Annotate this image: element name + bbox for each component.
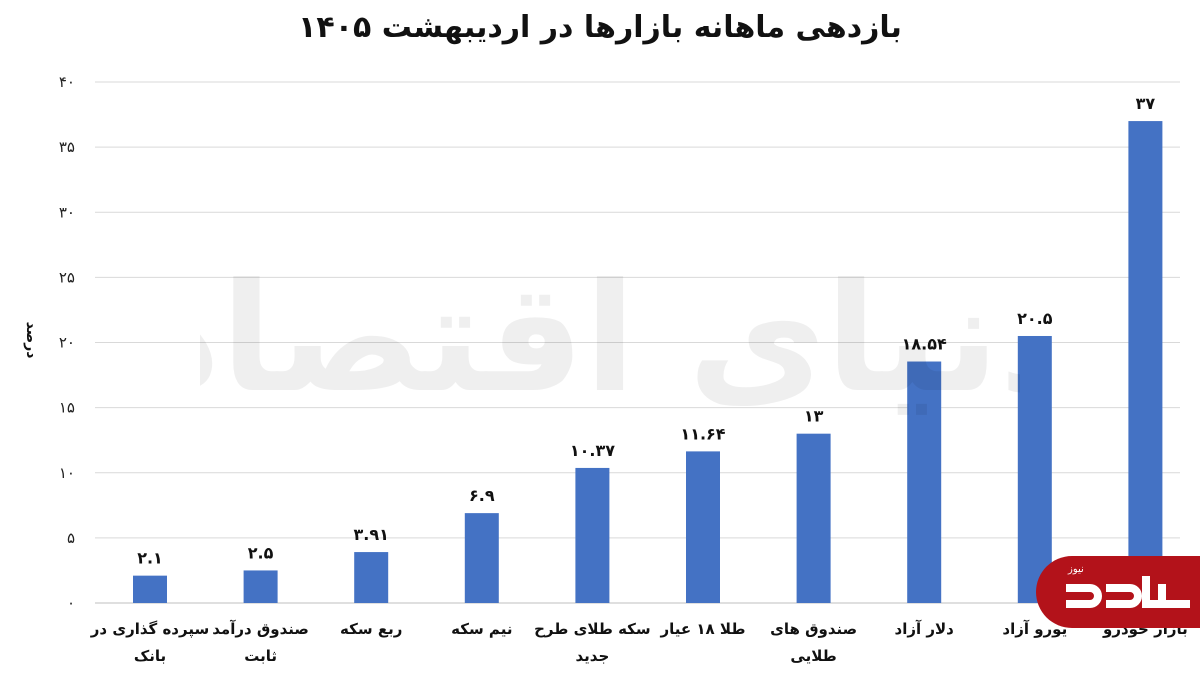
news-logo: نیوز [1036, 556, 1200, 628]
data-label: ۲.۵ [248, 543, 274, 562]
logo-small-text: نیوز [1068, 564, 1084, 575]
category-label: جدید [576, 647, 610, 665]
data-label: ۲.۱ [137, 549, 163, 568]
data-label: ۱۱.۶۴ [680, 424, 725, 443]
category-label: ربع سکه [340, 620, 402, 638]
y-tick-label: ۴۰ [59, 73, 75, 91]
bar [464, 513, 499, 603]
category-label: ثابت [244, 647, 277, 665]
y-tick-label: ۳۵ [59, 138, 75, 156]
category-labels: سپرده گذاری در بانک صندوق درآمد ثابت ربع سکه… [90, 620, 1188, 665]
y-tick-label: ۲۰ [59, 334, 75, 352]
bar [575, 467, 610, 603]
chart-title: بازدهی ماهانه بازارها در اردیبهشت ۱۴۰۵ [298, 10, 902, 45]
bars [133, 121, 1163, 603]
bar [1017, 335, 1052, 603]
data-label: ۳۷ [1136, 94, 1156, 113]
data-label: ۱۰.۳۷ [570, 441, 615, 460]
category-label: سپرده گذاری در [90, 620, 209, 639]
y-axis-label: درصد [23, 322, 39, 359]
y-tick-label: ۵ [67, 529, 75, 547]
bar [686, 451, 720, 603]
data-label: ۱۳ [804, 407, 824, 426]
y-tick-label: ۱۵ [59, 399, 75, 417]
bar [907, 361, 942, 603]
gridlines [95, 81, 1180, 604]
bar [133, 575, 167, 603]
bar [1128, 121, 1163, 603]
bar [243, 570, 278, 603]
category-label: صندوق درآمد [212, 620, 309, 638]
logo-mark-icon [1066, 576, 1190, 608]
y-tick-label: ۰ [67, 594, 75, 612]
y-tick-label: ۱۰ [59, 464, 75, 482]
data-label: ۶.۹ [469, 486, 495, 505]
bar [796, 433, 831, 603]
data-label: ۳.۹۱ [354, 525, 389, 544]
y-axis-ticks: ۰ ۵ ۱۰ ۱۵ ۲۰ ۲۵ ۳۰ ۳۵ ۴۰ [59, 73, 75, 612]
y-tick-label: ۲۵ [59, 268, 75, 286]
category-label: طلا ۱۸ عیار [660, 620, 746, 638]
data-label: ۱۸.۵۴ [902, 335, 947, 354]
category-label: یورو آزاد [1002, 620, 1067, 638]
data-label: ۲۰.۵ [1017, 309, 1053, 328]
y-tick-label: ۳۰ [59, 203, 75, 221]
data-labels: ۲.۱ ۲.۵ ۳.۹۱ ۶.۹ ۱۰.۳۷ ۱۱.۶۴ ۱۳ ۱۸.۵۴ ۲۰.۵ ۳۷ [137, 94, 1155, 568]
category-label: نیم سکه [451, 620, 512, 638]
bar [354, 552, 389, 603]
category-label: سکه طلای طرح [534, 620, 651, 638]
category-label: بانک [134, 647, 166, 665]
category-label: دلار آزاد [895, 620, 955, 638]
category-label: صندوق های [770, 620, 857, 638]
category-label: طلایی [790, 647, 836, 665]
